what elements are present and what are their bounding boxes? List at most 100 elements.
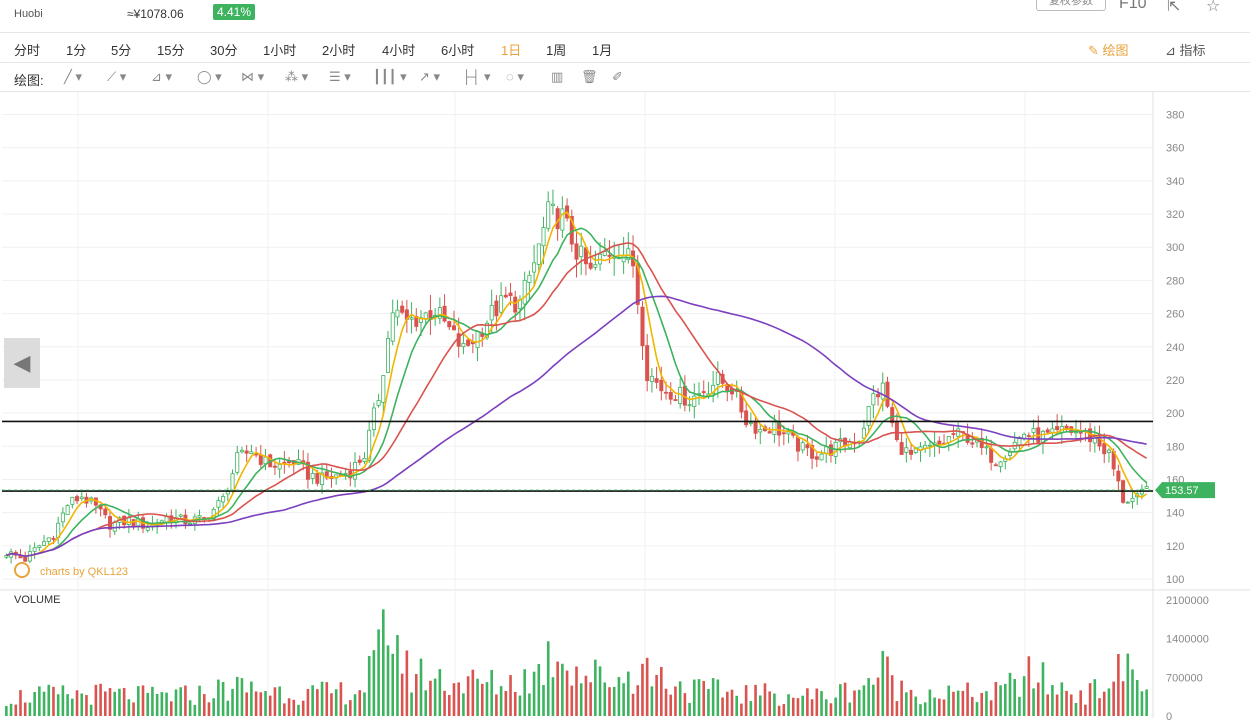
candle-body [362,458,367,462]
volume-bar [28,702,32,716]
volume-bar [923,702,927,716]
star-icon[interactable]: ☆ [1206,0,1221,15]
volume-bar [297,704,300,716]
volume-bar [146,692,150,716]
volume-bar [66,694,69,716]
volume-bar [744,685,748,716]
candle-body [668,391,673,400]
y-tick-label: 360 [1166,143,1184,155]
candle-body [395,309,400,318]
volume-tick-label: 700000 [1166,672,1203,684]
candle-body [1055,426,1060,431]
volume-bar [254,691,258,716]
volume-bar [980,692,984,716]
trash-icon[interactable]: 🗑 [581,69,598,84]
volume-bar [240,678,244,716]
volume-bar [396,635,399,716]
volume-bar [410,692,413,716]
volume-bar [763,683,767,716]
zigzag-tool-icon[interactable]: ⋈ ▾ [241,69,265,84]
candle-body [263,456,268,465]
candle-body [795,436,800,452]
volume-bar [283,703,286,716]
volume-bar [537,663,541,716]
candle-body [607,254,612,257]
timeframe-4[interactable]: 30分 [210,43,238,58]
volume-bar [33,692,36,716]
volume-bar [1098,698,1101,716]
volume-bar [1008,672,1012,716]
candle-body [715,371,720,385]
fib-tool-icon[interactable]: ☰ ▾ [329,69,351,84]
gann-tool-icon[interactable]: ┃┃┃ ▾ [373,69,407,84]
trendline-tool-icon[interactable]: ╱ ▾ [64,69,82,84]
candle-body [1092,437,1097,444]
volume-bar [664,688,668,716]
volume-bar [85,695,88,716]
candle-body [654,378,659,383]
measure-tool-icon[interactable]: ├┤ ▾ [462,69,491,84]
volume-bar [829,703,833,716]
timeframe-11[interactable]: 1月 [592,43,613,58]
timeframe-3[interactable]: 15分 [157,43,185,58]
eraser-icon[interactable]: ✐ [612,69,623,84]
candle-body [400,305,405,313]
timeframe-0[interactable]: 分时 [14,43,41,58]
volume-bar [169,701,173,716]
candle-body [508,292,513,297]
candle-body [357,459,362,463]
ray-tool-icon[interactable]: ⟋ ▾ [107,69,127,84]
volume-bar [919,704,922,716]
param-button[interactable]: 复权参数 [1036,0,1106,11]
volume-bar [895,701,899,716]
y-tick-label: 120 [1166,541,1184,553]
channel-tool-icon[interactable]: ⊿ ▾ [151,69,173,84]
export-icon[interactable]: ⇱ [1167,0,1181,15]
volume-bar [165,692,168,716]
candle-body [673,399,678,401]
arrow-tool-icon[interactable]: ↗ ▾ [419,69,441,84]
volume-bar [151,686,154,716]
candle-body [649,375,654,382]
candle-body [866,405,871,426]
chart-area[interactable]: 3803603403203002802602402202001801601401… [0,92,1250,728]
timeframe-1[interactable]: 1分 [66,43,87,58]
candle-body [239,449,244,453]
timeframe-6[interactable]: 2小时 [322,43,356,58]
candle-body [951,433,956,435]
volume-bar [99,683,102,716]
pattern-tool-icon[interactable]: ⁂ ▾ [285,69,309,84]
timeframe-2[interactable]: 5分 [111,43,132,58]
volume-bar [466,676,470,716]
volume-bar [1145,689,1148,716]
timeframe-5[interactable]: 1小时 [263,43,297,58]
volume-bar [947,685,951,716]
timeframe-10[interactable]: 1周 [546,43,567,58]
timeframe-7[interactable]: 4小时 [382,43,416,58]
volume-bar [471,669,475,716]
candle-body [1125,501,1130,504]
note-tool-icon[interactable]: ◌ ▾ [506,69,524,84]
timeframe-8[interactable]: 6小时 [441,43,475,58]
circle-tool-icon[interactable]: ◯ ▾ [197,69,222,84]
volume-bar [268,695,272,716]
lock-tool-icon[interactable]: ▥ [551,69,564,84]
f10-button[interactable]: F10 [1119,0,1147,12]
indicator-toggle[interactable]: ⊿ 指标 [1165,40,1206,59]
y-tick-label: 200 [1166,408,1184,420]
candle-body [871,393,876,406]
candle-body [532,262,537,273]
candle-body [419,317,424,323]
candle-body [527,274,532,283]
scroll-left-button[interactable]: ◀ [4,338,40,388]
volume-bar [735,695,739,716]
timeframe-9[interactable]: 1日 [501,43,522,58]
volume-bar [721,697,724,716]
candle-body [305,461,310,480]
volume-bar [711,678,715,716]
volume-bar [1079,690,1082,716]
volume-bar [1041,662,1045,716]
draw-label: 绘图: [14,73,44,88]
draw-toggle[interactable]: ✎ 绘图 [1088,40,1129,59]
volume-bar [75,690,79,716]
